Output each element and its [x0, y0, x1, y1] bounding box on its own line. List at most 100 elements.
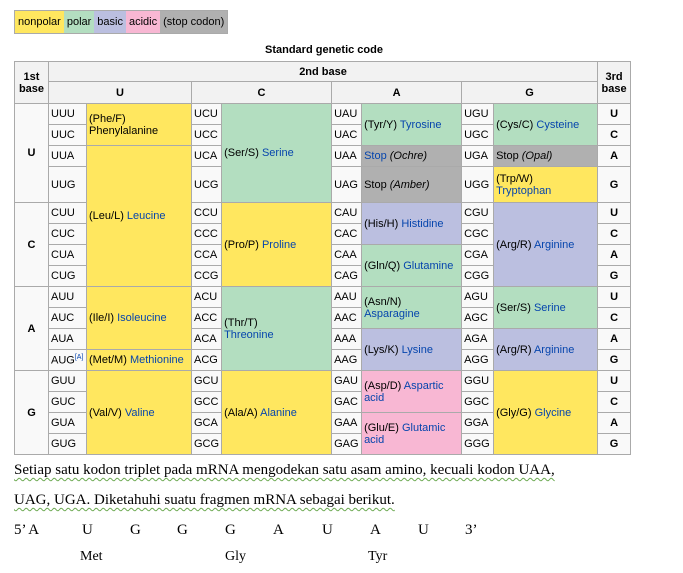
paragraph-line-2: UAG, UGA. Diketahuhi suatu fragmen mRNA … — [14, 492, 395, 508]
third-base-c: C — [597, 124, 632, 146]
codon-caa: CAA — [331, 244, 363, 266]
codon-aga: AGA — [461, 328, 495, 350]
codon-uau: UAU — [331, 103, 363, 125]
amino-acid-label: Met — [80, 549, 103, 564]
aa-serine-2: (Ser/S) Serine — [493, 286, 599, 329]
codon-uua: UUA — [48, 145, 87, 167]
table-caption: Standard genetic code — [265, 44, 383, 56]
third-base-a: A — [597, 412, 632, 434]
codon-guc: GUC — [48, 391, 87, 413]
codon-uca: UCA — [190, 145, 223, 167]
codon-ugu: UGU — [461, 103, 495, 125]
third-base-g: G — [597, 433, 632, 455]
codon-cgu: CGU — [461, 202, 495, 224]
second-base-header: 2nd base — [47, 61, 599, 82]
third-base-u: U — [597, 370, 632, 392]
paragraph-line-1: Setiap satu kodon triplet pada mRNA meng… — [14, 462, 555, 478]
legend-nonpolar: nonpolar — [15, 11, 64, 33]
legend-polar: polar — [63, 11, 95, 33]
sequence-base: U — [418, 522, 429, 538]
third-base-u: U — [597, 286, 632, 308]
codon-uuc: UUC — [48, 124, 87, 146]
codon-ccu: CCU — [190, 202, 223, 224]
codon-ccc: CCC — [190, 223, 223, 245]
codon-ggg: GGG — [461, 433, 495, 455]
sequence-base: U — [322, 522, 333, 538]
codon-auu: AUU — [48, 286, 87, 308]
aa-valine: (Val/V) Valine — [86, 370, 192, 455]
codon-auc: AUC — [48, 307, 87, 329]
third-base-a: A — [597, 145, 632, 167]
codon-uug: UUG — [48, 166, 87, 203]
footnote-mark[interactable]: [A] — [74, 353, 84, 361]
codon-aug: AUG[A] — [48, 349, 87, 371]
codon-gau: GAU — [331, 370, 363, 392]
second-base-a: A — [331, 81, 463, 104]
codon-cuc: CUC — [48, 223, 87, 245]
codon-ucc: UCC — [190, 124, 223, 146]
codon-cca: CCA — [190, 244, 223, 266]
aa-threonine: (Thr/T) Threonine — [221, 286, 333, 371]
aa-glycine: (Gly/G) Glycine — [493, 370, 599, 455]
aa-arginine-1: (Arg/R) Arginine — [493, 202, 599, 287]
stop-opal: Stop (Opal) — [493, 145, 599, 167]
codon-cau: CAU — [331, 202, 363, 224]
sequence-base: U — [82, 522, 93, 538]
codon-ugg: UGG — [461, 166, 495, 203]
third-base-u: U — [597, 103, 632, 125]
codon-ccg: CCG — [190, 265, 223, 287]
third-base-c: C — [597, 223, 632, 245]
codon-aag: AAG — [331, 349, 363, 371]
aa-asparagine: (Asn/N) Asparagine — [361, 286, 463, 329]
aa-serine-1: (Ser/S) Serine — [221, 103, 333, 203]
codon-gga: GGA — [461, 412, 495, 434]
codon-gcc: GCC — [190, 391, 223, 413]
codon-agc: AGC — [461, 307, 495, 329]
codon-cga: CGA — [461, 244, 495, 266]
aa-cysteine: (Cys/C) Cysteine — [493, 103, 599, 146]
aa-lysine: (Lys/K) Lysine — [361, 328, 463, 371]
aa-tyrosine: (Tyr/Y) Tyrosine — [361, 103, 463, 146]
second-base-u: U — [48, 81, 192, 104]
aa-glutamic-acid: (Glu/E) Glutamic acid — [361, 412, 463, 455]
aa-arginine-2: (Arg/R) Arginine — [493, 328, 599, 371]
third-base-a: A — [597, 244, 632, 266]
third-base-c: C — [597, 391, 632, 413]
first-base-header: 1st base — [14, 61, 49, 104]
aa-proline: (Pro/P) Proline — [221, 202, 333, 287]
first-base-a: A — [14, 286, 49, 371]
second-base-c: C — [190, 81, 333, 104]
codon-acu: ACU — [190, 286, 223, 308]
stop-ochre: Stop (Ochre) — [361, 145, 463, 167]
legend-stop-codon: (stop codon) — [160, 11, 228, 33]
legend-acidic: acidic — [125, 11, 161, 33]
third-base-g: G — [597, 166, 632, 203]
aa-tryptophan: (Trp/W) Tryptophan — [493, 166, 599, 203]
codon-cug: CUG — [48, 265, 87, 287]
codon-acg: ACG — [190, 349, 223, 371]
codon-aaa: AAA — [331, 328, 363, 350]
sequence-base: G — [130, 522, 141, 538]
codon-aua: AUA — [48, 328, 87, 350]
codon-gaa: GAA — [331, 412, 363, 434]
amino-acid-label: Tyr — [368, 549, 388, 564]
third-base-g: G — [597, 265, 632, 287]
third-base-header: 3rd base — [597, 61, 632, 104]
codon-aau: AAU — [331, 286, 363, 308]
second-base-g: G — [461, 81, 599, 104]
sequence-base: A — [273, 522, 284, 538]
codon-ugc: UGC — [461, 124, 495, 146]
codon-gcg: GCG — [190, 433, 223, 455]
codon-cac: CAC — [331, 223, 363, 245]
codon-gac: GAC — [331, 391, 363, 413]
codon-uac: UAC — [331, 124, 363, 146]
codon-uuu: UUU — [48, 103, 87, 125]
codon-ggu: GGU — [461, 370, 495, 392]
codon-cua: CUA — [48, 244, 87, 266]
genetic-code-table: 1st base 2nd base 3rd base U C A G U UUU… — [14, 61, 632, 455]
codon-gag: GAG — [331, 433, 363, 455]
codon-gug: GUG — [48, 433, 87, 455]
codon-gcu: GCU — [190, 370, 223, 392]
first-base-u: U — [14, 103, 49, 203]
aa-isoleucine: (Ile/I) Isoleucine — [86, 286, 192, 350]
